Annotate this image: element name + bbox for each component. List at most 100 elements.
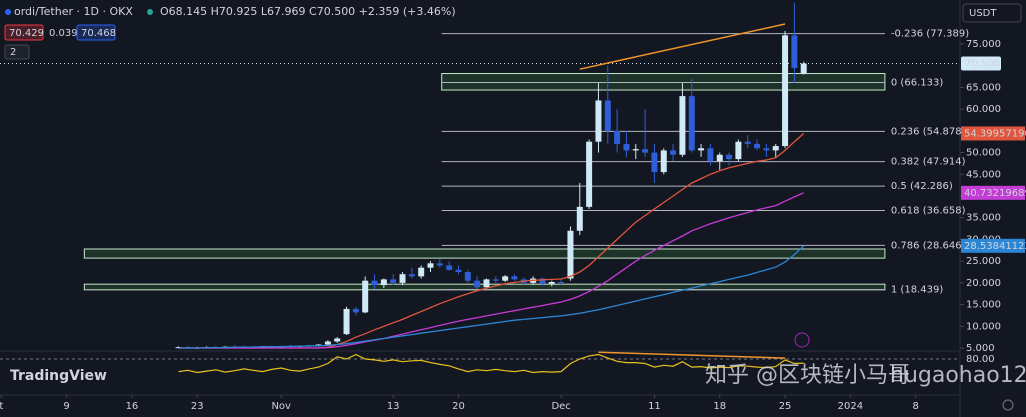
candle-body (632, 149, 639, 151)
moving-average (178, 245, 805, 349)
candle-body (726, 154, 733, 160)
candle-body (791, 35, 798, 68)
candle-body (380, 279, 387, 286)
candle-body (548, 282, 555, 284)
candle-body (436, 263, 443, 266)
spread: 0.039 (49, 28, 78, 39)
candle-body (772, 146, 779, 151)
candle-body (492, 279, 499, 281)
candle-body (707, 148, 714, 162)
candle-body (408, 274, 415, 277)
candle-body (763, 148, 770, 151)
x-tick-label: 18 (713, 401, 726, 412)
candle-body (586, 141, 593, 207)
y-tick-label: 15.000 (966, 300, 1001, 311)
candle-body (679, 96, 686, 155)
last-price-label: 70.500 (965, 59, 1000, 70)
x-tick-label: 8 (912, 401, 918, 412)
currency: USDT (969, 8, 997, 19)
candle-body (670, 150, 677, 155)
fib-label: 0.786 (28.646) (891, 240, 966, 251)
rsi-line (178, 353, 804, 374)
candle-body (483, 279, 490, 288)
ma-value-box (961, 185, 1025, 200)
candle-body (558, 282, 565, 284)
y-tick-label: 45.000 (966, 169, 1001, 180)
plot: t 9 16 23 Nov 13 20 Dec 11 18 25 2024 8 -0.236 (77.38… (0, 2, 969, 412)
x-tick-label: Nov (271, 401, 291, 412)
x-tick-label: 23 (191, 401, 204, 412)
x-tick-label: 2024 (838, 401, 863, 412)
candle-body (744, 141, 751, 144)
zone (441, 73, 886, 91)
indicator-count: 2 (10, 47, 16, 58)
candle-body (800, 63, 807, 74)
ask: 70.468 (81, 28, 116, 39)
candle-body (175, 347, 182, 349)
ma-value-label: 54.39957190 (964, 128, 1026, 139)
candle-body (511, 276, 518, 280)
candle-body (623, 143, 630, 151)
candle-body (352, 308, 359, 313)
ma-value-box (961, 126, 1025, 141)
x-tick-label: 9 (63, 401, 69, 412)
candle-body (660, 150, 667, 173)
x-tick-label: 13 (387, 401, 400, 412)
fib-label: 0 (66.133) (891, 78, 943, 89)
event-icon[interactable] (794, 332, 810, 348)
candle-body (576, 206, 583, 231)
ma-value-label: 28.53841122 (964, 241, 1026, 252)
settings-icon[interactable] (1002, 399, 1014, 411)
candle-body (371, 280, 378, 286)
candle-body (455, 269, 462, 273)
trendline (579, 23, 786, 70)
ma-value-box (961, 238, 1025, 253)
zone (83, 248, 886, 259)
candle-body (735, 141, 742, 160)
fib-label: -0.236 (77.389) (891, 29, 969, 40)
fib-label: 0.236 (54.878) (891, 126, 966, 137)
watermark: 知乎 @区块链小马哥 (705, 363, 910, 388)
fib-label: 0.5 (42.286) (891, 181, 953, 192)
symbol-title: ordi/Tether · 1D · OKX (14, 5, 133, 18)
x-tick-label: 11 (648, 401, 661, 412)
ma-value-label: 40.73219689 (964, 188, 1026, 199)
last-price-box (961, 56, 1001, 71)
y-tick-label: 25.000 (966, 256, 1001, 267)
candle-body (446, 265, 453, 270)
bid: 70.429 (9, 28, 44, 39)
bid-box[interactable] (4, 24, 44, 41)
candle-body (688, 96, 695, 151)
candle-body (390, 279, 397, 283)
y-tick-label: 20.000 (966, 278, 1001, 289)
candle-body (716, 154, 723, 162)
candle-body (362, 280, 369, 313)
candle-body (418, 267, 425, 277)
candle-body (782, 35, 789, 147)
fib-label: 0.382 (47.914) (891, 157, 966, 168)
candle-body (614, 130, 621, 144)
rsi-tick-label: 80.00 (966, 354, 995, 365)
x-tick-label: 25 (779, 401, 792, 412)
candle-body (642, 149, 649, 153)
ohlc: O68.145 H70.925 L67.969 C70.500 +2.359 (… (160, 5, 456, 18)
brand: TradingView (10, 368, 107, 384)
currency-box[interactable] (962, 3, 1022, 23)
y-tick-label: 65.000 (966, 82, 1001, 93)
candle-body (343, 308, 350, 335)
y-tick-label: 75.000 (966, 39, 1001, 50)
candle-body (754, 143, 761, 149)
candle-body (427, 263, 434, 268)
ask-box[interactable] (76, 24, 116, 41)
y-tick-label: 5.000 (966, 343, 995, 354)
candle-body (604, 100, 611, 131)
y-tick-label: 60.000 (966, 104, 1001, 115)
y-tick-label: 50.000 (966, 148, 1001, 159)
y-tick-label: 10.000 (966, 321, 1001, 332)
candle-body (474, 280, 481, 288)
indicator-toggle[interactable] (4, 44, 30, 60)
candle-body (567, 230, 574, 279)
x-tick-label: 16 (126, 401, 139, 412)
candle-body (399, 274, 406, 283)
